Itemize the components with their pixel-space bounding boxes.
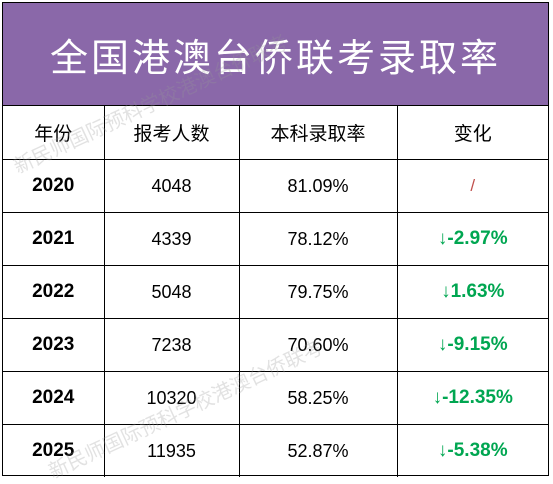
cell-year: 2025	[3, 424, 105, 477]
cell-admission-rate: 78.12%	[238, 212, 398, 266]
cell-change: ↓-2.97%	[396, 212, 548, 266]
table-row: 2020 4048 81.09% /	[3, 159, 548, 213]
cell-applicants: 4048	[103, 159, 240, 213]
admission-rate-table: 年份 报考人数 本科录取率 变化 2020 4048 81.09% / 2021…	[3, 105, 548, 477]
cell-admission-rate: 81.09%	[238, 159, 398, 213]
header-change: 变化	[396, 105, 548, 160]
cell-change: ↓-12.35%	[396, 371, 548, 425]
cell-change: ↓-9.15%	[396, 318, 548, 372]
cell-change: ↓1.63%	[396, 265, 548, 319]
page-title: 全国港澳台侨联考录取率	[49, 35, 501, 80]
cell-change: /	[396, 159, 548, 213]
table-header-row: 年份 报考人数 本科录取率 变化	[3, 105, 548, 160]
header-admission-rate: 本科录取率	[238, 105, 398, 160]
cell-admission-rate: 70.60%	[238, 318, 398, 372]
table-row: 2021 4339 78.12% ↓-2.97%	[3, 212, 548, 266]
cell-applicants: 10320	[103, 371, 240, 425]
header-year: 年份	[3, 105, 105, 160]
header-applicants: 报考人数	[103, 105, 240, 160]
cell-admission-rate: 79.75%	[238, 265, 398, 319]
table-row: 2024 10320 58.25% ↓-12.35%	[3, 371, 548, 425]
cell-applicants: 11935	[103, 424, 240, 477]
cell-admission-rate: 52.87%	[238, 424, 398, 477]
cell-applicants: 7238	[103, 318, 240, 372]
cell-year: 2022	[3, 265, 105, 319]
cell-year: 2020	[3, 159, 105, 213]
cell-change: ↓-5.38%	[396, 424, 548, 477]
cell-applicants: 4339	[103, 212, 240, 266]
cell-year: 2021	[3, 212, 105, 266]
cell-year: 2024	[3, 371, 105, 425]
cell-admission-rate: 58.25%	[238, 371, 398, 425]
table-row: 2023 7238 70.60% ↓-9.15%	[3, 318, 548, 372]
table-row: 2025 11935 52.87% ↓-5.38%	[3, 424, 548, 477]
cell-applicants: 5048	[103, 265, 240, 319]
title-banner: 全国港澳台侨联考录取率	[3, 3, 548, 106]
table-row: 2022 5048 79.75% ↓1.63%	[3, 265, 548, 319]
cell-year: 2023	[3, 318, 105, 372]
